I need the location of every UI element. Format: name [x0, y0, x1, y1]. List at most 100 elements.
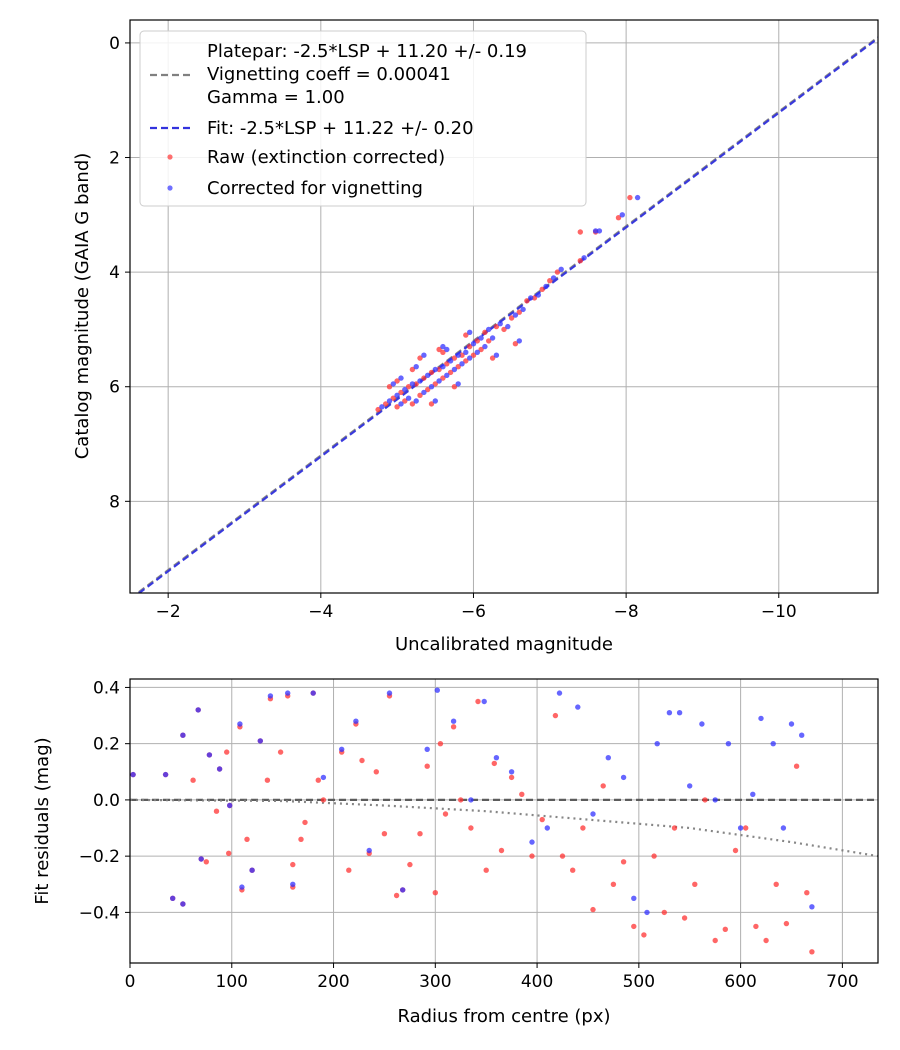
raw-point: [753, 923, 759, 930]
raw-point: [743, 825, 749, 831]
corrected-point: [455, 352, 461, 358]
corrected-point: [590, 811, 596, 817]
raw-point: [620, 859, 627, 865]
raw-point: [722, 926, 728, 932]
corrected-point: [493, 755, 500, 761]
corrected-point: [516, 338, 522, 344]
raw-point: [539, 816, 545, 823]
raw-point: [631, 923, 637, 930]
y-tick-label: −0.2: [79, 847, 120, 867]
raw-point: [402, 398, 408, 404]
corrected-point: [417, 378, 423, 384]
corrected-point: [386, 690, 393, 696]
raw-point: [467, 343, 473, 350]
corrected-point: [596, 228, 603, 234]
corrected-point: [366, 847, 372, 854]
raw-point: [773, 881, 779, 887]
corrected-point: [206, 752, 213, 758]
corrected-point: [180, 732, 186, 738]
raw-point: [508, 774, 515, 781]
raw-point: [224, 749, 230, 755]
bottom-reference-lines: [130, 798, 878, 858]
x-tick-label: −10: [761, 602, 797, 622]
corrected-point: [699, 721, 705, 727]
corrected-point: [758, 715, 764, 722]
corrected-point: [239, 884, 245, 890]
raw-point: [627, 194, 633, 201]
corrected-point: [486, 326, 492, 333]
raw-point: [432, 381, 438, 387]
raw-point: [373, 769, 379, 775]
raw-point: [244, 836, 250, 842]
corrected-point: [450, 718, 457, 724]
corrected-point: [619, 212, 625, 218]
corrected-point: [398, 401, 404, 407]
raw-point: [277, 749, 284, 755]
corrected-point: [216, 766, 223, 772]
corrected-point: [508, 769, 515, 775]
corrected-point: [770, 741, 776, 747]
x-tick-label: 100: [216, 972, 248, 992]
corrected-point: [249, 867, 255, 873]
corrected-point: [432, 398, 438, 404]
raw-point: [547, 278, 553, 284]
corrected-point: [780, 825, 787, 831]
corrected-point: [170, 895, 176, 901]
corrected-point: [634, 194, 641, 201]
corrected-point: [198, 856, 204, 862]
raw-point: [346, 867, 352, 873]
corrected-point: [451, 366, 458, 373]
y-tick-label: 6: [109, 378, 120, 398]
corrected-point: [493, 352, 500, 358]
corrected-point: [267, 693, 274, 699]
raw-point: [428, 401, 435, 407]
raw-point: [478, 346, 484, 353]
raw-point: [804, 890, 810, 896]
corrected-point: [505, 323, 511, 330]
raw-point: [491, 760, 497, 767]
legend-corrected-label: Corrected for vignetting: [207, 178, 423, 199]
bottom-grid: [129, 679, 878, 963]
corrected-point: [290, 881, 296, 887]
corrected-point: [676, 710, 683, 716]
raw-point: [421, 375, 427, 381]
corrected-point: [467, 329, 473, 335]
raw-point: [763, 937, 769, 944]
corrected-point: [737, 825, 744, 831]
raw-point: [444, 361, 450, 367]
raw-point: [405, 384, 412, 390]
x-tick-label: −8: [614, 602, 639, 622]
corrected-point: [725, 741, 732, 747]
corrected-point: [687, 783, 693, 789]
x-tick-label: −6: [461, 602, 486, 622]
top-axes-frame: [129, 19, 879, 594]
raw-point: [732, 847, 739, 854]
raw-point: [512, 341, 519, 347]
corrected-point: [390, 381, 396, 387]
raw-point: [531, 295, 538, 301]
raw-point: [524, 298, 530, 304]
raw-point: [190, 777, 196, 783]
raw-point: [381, 831, 388, 837]
top-scatter-points: [375, 194, 641, 413]
top-x-axis-label: Uncalibrated magnitude: [395, 634, 613, 655]
corrected-point: [339, 746, 345, 752]
raw-point: [809, 949, 815, 955]
corrected-point: [428, 384, 435, 390]
y-tick-label: 0.0: [93, 791, 120, 811]
raw-point: [600, 783, 606, 789]
raw-point: [493, 323, 500, 330]
line-fit: [137, 37, 878, 593]
corrected-point: [512, 312, 519, 318]
raw-point: [440, 375, 446, 381]
raw-point: [298, 836, 304, 842]
raw-point: [203, 859, 209, 865]
corrected-point: [444, 372, 450, 378]
corrected-point: [353, 718, 359, 724]
raw-point: [424, 763, 430, 769]
y-tick-label: 0.4: [93, 678, 120, 698]
raw-point: [580, 825, 586, 831]
x-tick-label: 400: [521, 972, 553, 992]
